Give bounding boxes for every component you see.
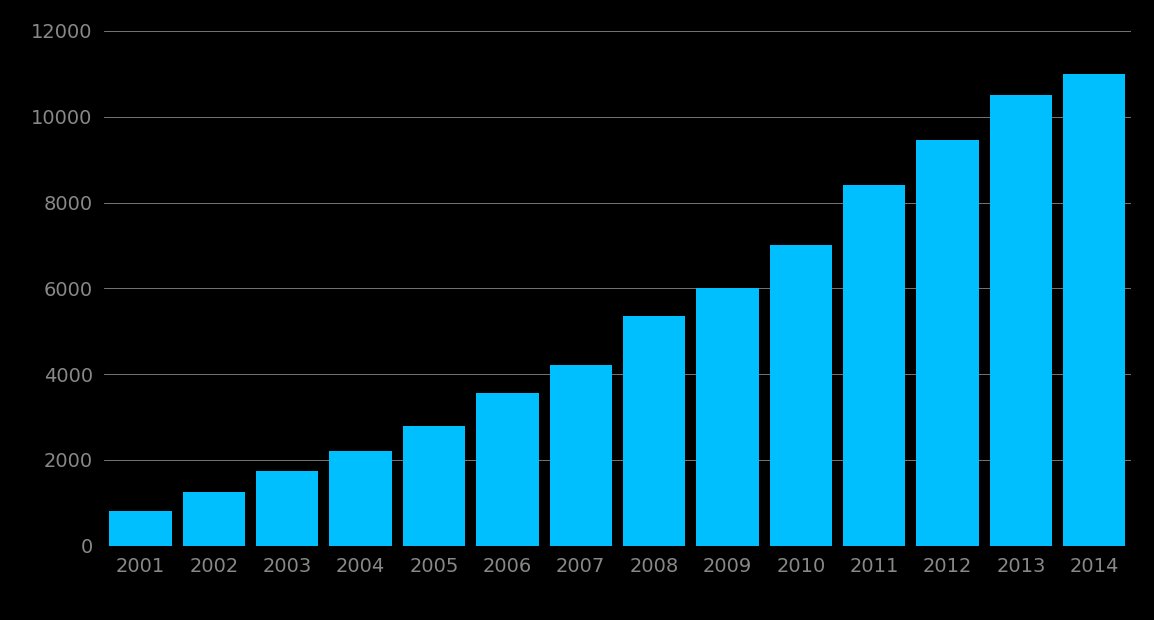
Bar: [770, 246, 832, 546]
Bar: [623, 316, 685, 546]
Bar: [329, 451, 392, 546]
Bar: [842, 185, 906, 546]
Bar: [182, 492, 245, 546]
Bar: [549, 366, 612, 546]
Bar: [403, 425, 465, 546]
Bar: [477, 393, 539, 546]
Bar: [916, 140, 979, 546]
Bar: [256, 471, 319, 546]
Bar: [110, 512, 172, 546]
Bar: [990, 95, 1052, 546]
Bar: [1063, 74, 1125, 546]
Bar: [696, 288, 758, 546]
